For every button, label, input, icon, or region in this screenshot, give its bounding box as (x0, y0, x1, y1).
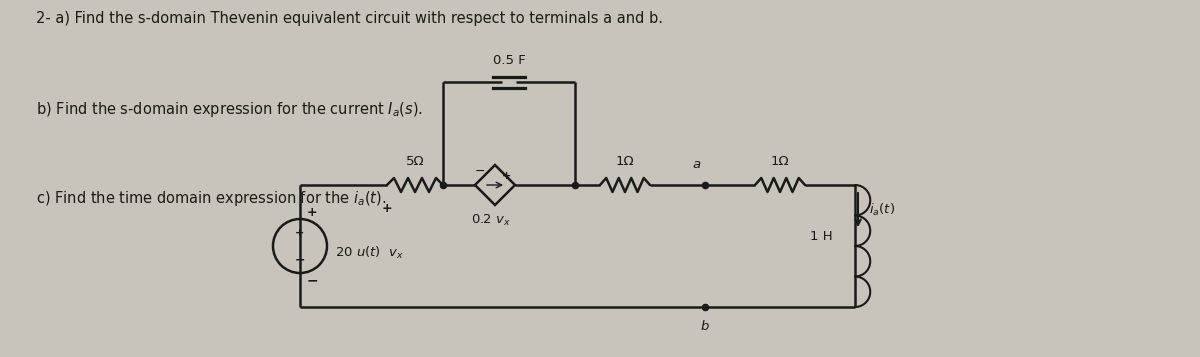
Text: 20 $u(t)$  $v_x$: 20 $u(t)$ $v_x$ (335, 245, 404, 261)
Text: 2- a) Find the s-domain Thevenin equivalent circuit with respect to terminals a : 2- a) Find the s-domain Thevenin equival… (36, 11, 662, 26)
Text: +: + (307, 206, 318, 218)
Text: a: a (692, 158, 701, 171)
Text: $i_a(t)$: $i_a(t)$ (869, 202, 895, 218)
Text: −: − (475, 165, 485, 178)
Text: 1Ω: 1Ω (770, 155, 790, 168)
Text: 5Ω: 5Ω (406, 155, 425, 168)
Text: +: + (502, 171, 511, 181)
Text: +: + (295, 227, 305, 237)
Text: b: b (701, 320, 709, 333)
Text: 1 H: 1 H (810, 230, 833, 242)
Text: +: + (382, 202, 392, 215)
Text: 0.2 $v_x$: 0.2 $v_x$ (472, 213, 511, 228)
Text: −: − (295, 253, 305, 266)
Text: 0.5 F: 0.5 F (493, 54, 526, 67)
Text: b) Find the s-domain expression for the current $I_a(s)$.: b) Find the s-domain expression for the … (36, 100, 422, 119)
Text: c) Find the time domain expression for the $i_a(t)$.: c) Find the time domain expression for t… (36, 189, 386, 208)
Text: −: − (307, 273, 319, 287)
Text: 1Ω: 1Ω (616, 155, 635, 168)
